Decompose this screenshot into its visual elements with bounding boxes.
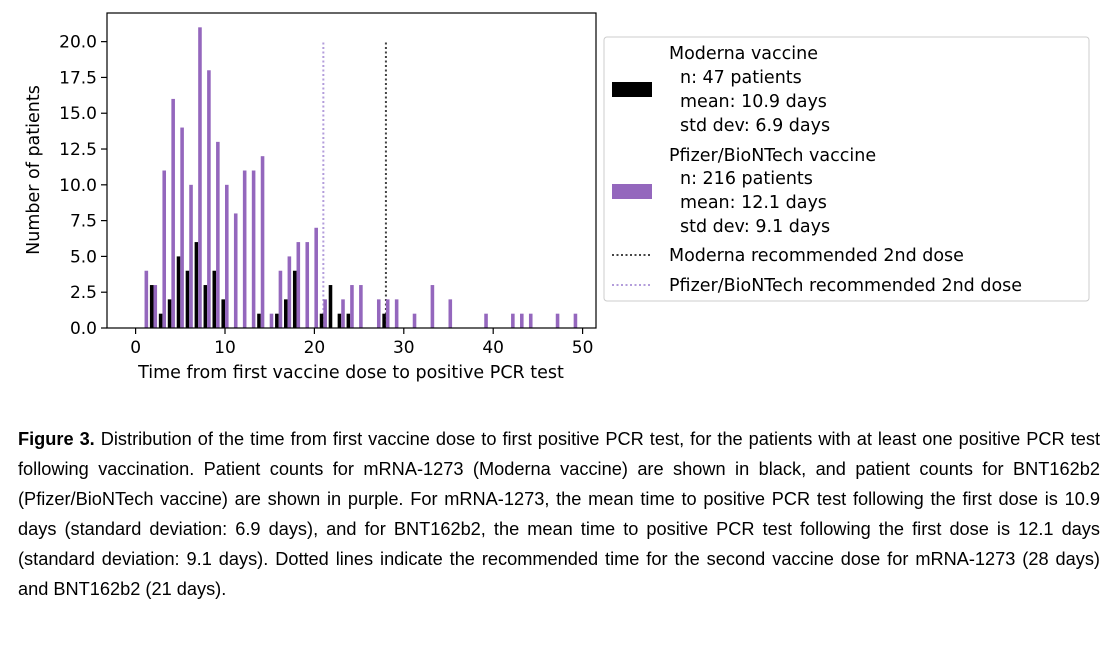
legend-pfizer-line-1: Pfizer/BioNTech vaccine <box>669 146 876 166</box>
bar-moderna-day-7 <box>194 242 199 328</box>
bar-pfizer-day-29 <box>394 299 399 328</box>
bar-pfizer-day-49 <box>573 313 578 328</box>
bar-pfizer-day-17 <box>287 256 292 328</box>
x-tick-label: 10 <box>214 338 236 358</box>
legend-pfizer-dose-label: Pfizer/BioNTech recommended 2nd dose <box>669 276 1022 296</box>
bar-pfizer-day-35 <box>448 299 453 328</box>
legend-swatch-pfizer <box>612 184 652 199</box>
bar-moderna-day-4 <box>167 299 172 328</box>
bar-pfizer-day-2 <box>153 285 158 328</box>
plot-frame <box>106 12 597 329</box>
figure-chart: 0 10 20 30 40 50 0.0 2.5 5.0 7.5 10.0 12.5 15.0 17.5… <box>24 12 1090 383</box>
bar-moderna-day-16 <box>275 313 279 328</box>
bar-pfizer-day-13 <box>251 170 256 328</box>
x-tick-label: 50 <box>572 338 594 358</box>
bar-moderna-day-3 <box>158 313 163 328</box>
y-tick-label: 20.0 <box>59 33 97 53</box>
y-tick-label: 12.5 <box>59 140 97 160</box>
x-axis-label: Time from first vaccine dose to positive… <box>137 363 564 383</box>
bar-pfizer-day-10 <box>225 184 229 328</box>
legend-pfizer-line-3: mean: 12.1 days <box>680 193 827 213</box>
bar-pfizer-day-8 <box>207 70 211 329</box>
legend-pfizer-line-2: n: 216 patients <box>680 169 813 189</box>
legend-box <box>603 36 1090 302</box>
x-tick-label: 20 <box>304 338 326 358</box>
legend-moderna-dose-label: Moderna recommended 2nd dose <box>669 246 964 266</box>
bar-pfizer-day-19 <box>305 242 310 328</box>
bar-pfizer-day-16 <box>278 270 283 328</box>
bar-moderna-day-6 <box>185 270 190 328</box>
bar-pfizer-day-6 <box>189 184 193 328</box>
bar-moderna-day-2 <box>149 285 154 328</box>
bar-pfizer-day-24 <box>350 285 354 328</box>
y-tick-label: 7.5 <box>70 212 97 232</box>
bar-moderna-day-17 <box>284 299 288 328</box>
bar-pfizer-day-15 <box>269 313 274 328</box>
legend: Moderna vaccine n: 47 patients mean: 10.… <box>603 36 1090 302</box>
figure-caption: Figure 3. Distribution of the time from … <box>18 424 1100 604</box>
legend-pfizer-line-4: std dev: 9.1 days <box>680 217 830 237</box>
bar-moderna-day-5 <box>176 256 181 328</box>
bar-pfizer-day-20 <box>314 227 318 328</box>
bar-moderna-day-10 <box>221 299 226 328</box>
bar-pfizer-day-42 <box>511 313 515 328</box>
x-tick-label: 0 <box>130 338 141 358</box>
bar-pfizer-day-18 <box>296 242 301 328</box>
bar-moderna-day-8 <box>203 285 208 328</box>
bar-pfizer-day-14 <box>260 156 265 328</box>
caption-label: Figure 3. <box>18 429 95 449</box>
bar-moderna-day-22 <box>328 285 333 328</box>
y-tick-label: 15.0 <box>59 104 97 124</box>
x-axis-ticks: 0 10 20 30 40 50 <box>130 328 593 358</box>
bar-moderna-day-9 <box>212 270 217 328</box>
bar-pfizer-day-33 <box>430 285 435 328</box>
bar-moderna-day-24 <box>346 313 351 328</box>
bar-pfizer-day-39 <box>484 313 488 328</box>
bar-pfizer-day-11 <box>233 213 238 328</box>
bar-pfizer-day-27 <box>376 299 381 328</box>
bar-pfizer-day-7 <box>198 27 202 328</box>
legend-swatch-moderna <box>612 82 652 97</box>
bar-pfizer-day-44 <box>528 313 533 328</box>
bar-moderna-day-28 <box>382 313 386 328</box>
bar-groups <box>144 27 578 329</box>
y-tick-label: 0.0 <box>70 319 97 339</box>
x-tick-label: 40 <box>482 338 504 358</box>
bar-moderna-day-23 <box>337 313 342 328</box>
y-tick-label: 2.5 <box>70 283 97 303</box>
bar-pfizer-day-31 <box>412 313 417 328</box>
reference-lines <box>322 41 387 328</box>
bar-pfizer-day-3 <box>162 170 167 328</box>
bar-pfizer-day-47 <box>555 313 560 328</box>
y-tick-label: 17.5 <box>59 68 97 88</box>
bar-pfizer-day-12 <box>242 170 247 328</box>
bar-pfizer-day-1 <box>144 270 149 328</box>
bar-pfizer-day-4 <box>171 98 175 328</box>
legend-moderna-line-3: mean: 10.9 days <box>680 92 827 112</box>
legend-moderna-line-1: Moderna vaccine <box>669 44 818 64</box>
caption-text: Distribution of the time from first vacc… <box>18 429 1101 599</box>
bar-pfizer-day-9 <box>216 141 220 328</box>
bar-pfizer-day-23 <box>341 299 345 328</box>
y-tick-label: 10.0 <box>59 176 97 196</box>
legend-moderna-line-4: std dev: 6.9 days <box>680 116 830 136</box>
legend-moderna-line-2: n: 47 patients <box>680 68 802 88</box>
bar-pfizer-day-43 <box>520 313 524 328</box>
bar-moderna-day-14 <box>257 313 261 328</box>
x-tick-label: 30 <box>393 338 415 358</box>
y-axis-ticks: 0.0 2.5 5.0 7.5 10.0 12.5 15.0 17.5 20.0 <box>59 33 107 339</box>
bar-moderna-day-18 <box>292 270 297 328</box>
bar-pfizer-day-5 <box>180 127 184 328</box>
y-tick-label: 5.0 <box>70 247 97 267</box>
bar-pfizer-day-21 <box>323 299 327 328</box>
bar-pfizer-day-28 <box>385 299 390 328</box>
bar-pfizer-day-25 <box>359 285 363 328</box>
y-axis-label: Number of patients <box>24 85 44 255</box>
bar-moderna-day-21 <box>319 313 324 328</box>
